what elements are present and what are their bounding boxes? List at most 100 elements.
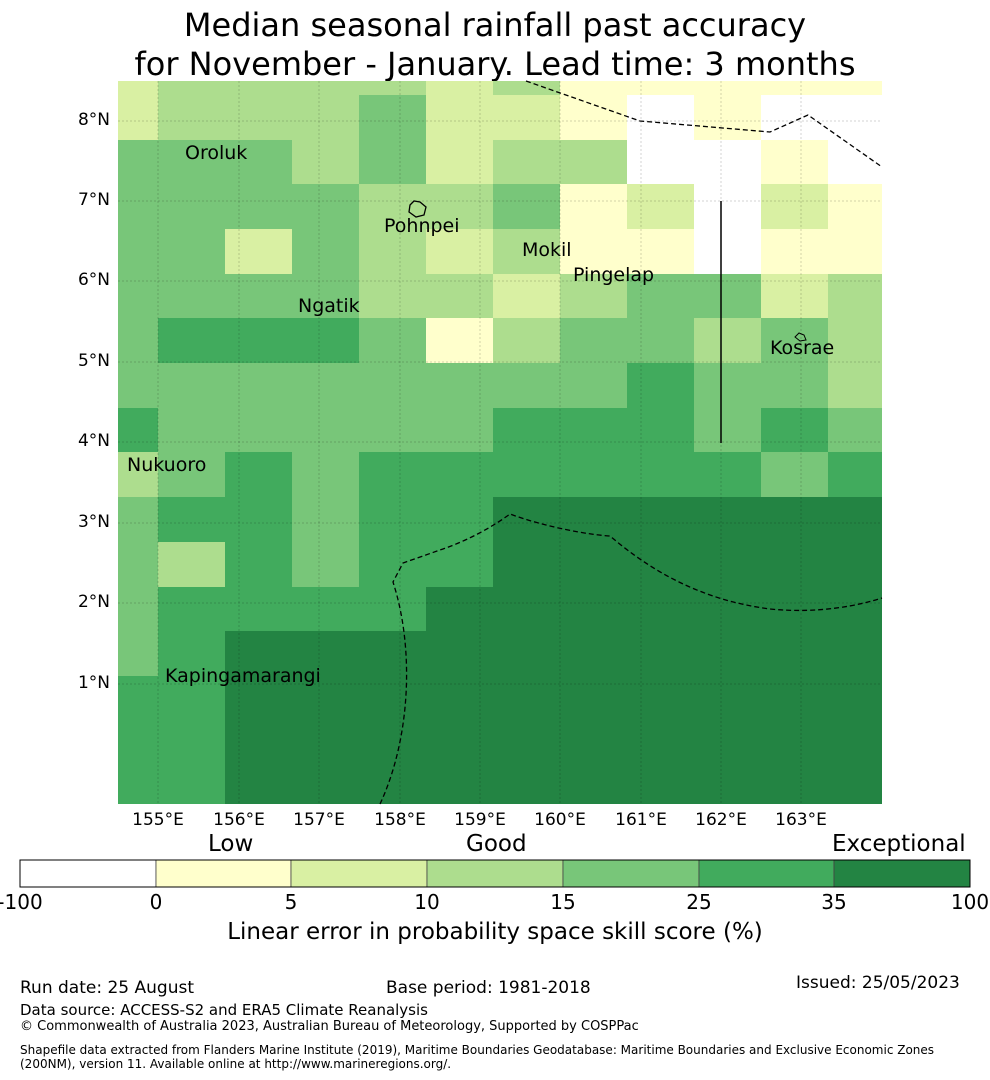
skill-cell bbox=[225, 140, 292, 184]
skill-cell bbox=[118, 542, 158, 587]
skill-cell bbox=[694, 363, 761, 408]
skill-cell bbox=[828, 274, 882, 318]
skill-cell bbox=[493, 229, 560, 274]
cbar-tick-0: 0 bbox=[149, 890, 163, 914]
lon-label-163e: 163°E bbox=[775, 810, 827, 830]
skill-cell bbox=[426, 140, 493, 184]
cbar-tick-10: 10 bbox=[414, 890, 440, 914]
category-good: Good bbox=[466, 831, 527, 857]
colorbar-frame bbox=[19, 859, 971, 888]
skill-cell bbox=[158, 81, 225, 95]
colorbar-segment bbox=[698, 859, 835, 888]
skill-cell bbox=[292, 587, 359, 631]
skill-cell bbox=[426, 274, 493, 318]
skill-cell bbox=[761, 274, 828, 318]
skill-cell bbox=[118, 95, 158, 140]
skill-cell bbox=[828, 408, 882, 452]
skill-cell bbox=[225, 274, 292, 318]
skill-cell bbox=[426, 452, 493, 497]
lon-label-158e: 158°E bbox=[374, 810, 426, 830]
skill-cell bbox=[694, 184, 761, 229]
skill-cell bbox=[828, 587, 882, 631]
copyright: © Commonwealth of Australia 2023, Austra… bbox=[20, 1019, 639, 1034]
skill-cell bbox=[493, 318, 560, 363]
skill-cell bbox=[158, 229, 225, 274]
skill-cell bbox=[225, 676, 292, 804]
skill-cell bbox=[225, 95, 292, 140]
skill-cell bbox=[560, 140, 627, 184]
skill-cell bbox=[694, 229, 761, 274]
skill-cell bbox=[118, 229, 158, 274]
skill-cell bbox=[426, 318, 493, 363]
cbar-tick-5: 5 bbox=[284, 890, 298, 914]
place-pohnpei: Pohnpei bbox=[384, 215, 460, 237]
skill-cell bbox=[426, 95, 493, 140]
place-kosrae: Kosrae bbox=[770, 337, 835, 359]
skill-cell bbox=[560, 81, 627, 95]
skill-cell bbox=[426, 676, 493, 804]
skill-cell bbox=[426, 631, 493, 676]
skill-cell bbox=[761, 497, 828, 542]
skill-cell bbox=[359, 676, 426, 804]
place-mokil: Mokil bbox=[522, 239, 572, 261]
skill-cell bbox=[225, 408, 292, 452]
skill-cell bbox=[560, 631, 627, 676]
skill-cell bbox=[694, 274, 761, 318]
skill-cell bbox=[118, 274, 158, 318]
colorbar-segment bbox=[290, 859, 428, 888]
skill-cell bbox=[694, 95, 761, 140]
skill-cell bbox=[761, 408, 828, 452]
cbar-tick-25: 25 bbox=[686, 890, 712, 914]
skill-cell bbox=[359, 95, 426, 140]
lat-label-3n: 3°N bbox=[77, 512, 110, 532]
skill-cell bbox=[761, 542, 828, 587]
skill-cell bbox=[225, 184, 292, 229]
skill-cell bbox=[761, 140, 828, 184]
skill-cell bbox=[118, 318, 158, 363]
skill-cell bbox=[560, 676, 627, 804]
skill-cell bbox=[359, 81, 426, 95]
skill-cell bbox=[761, 318, 828, 363]
skill-grid bbox=[118, 81, 882, 804]
skill-cell bbox=[694, 587, 761, 631]
skill-cell bbox=[118, 408, 158, 452]
skill-cell bbox=[225, 497, 292, 542]
colorbar-segment bbox=[19, 859, 157, 888]
lon-label-162e: 162°E bbox=[695, 810, 747, 830]
skill-cell bbox=[158, 318, 225, 363]
skill-cell bbox=[694, 542, 761, 587]
skill-cell bbox=[493, 81, 560, 95]
skill-cell bbox=[292, 452, 359, 497]
lat-label-8n: 8°N bbox=[77, 110, 110, 130]
skill-cell bbox=[158, 497, 225, 542]
colorbar-label: Linear error in probability space skill … bbox=[227, 919, 763, 945]
skill-cell bbox=[118, 363, 158, 408]
lat-label-6n: 6°N bbox=[77, 270, 110, 290]
skill-cell bbox=[560, 587, 627, 631]
skill-cell bbox=[627, 408, 694, 452]
skill-cell bbox=[118, 631, 158, 676]
skill-cell bbox=[426, 363, 493, 408]
skill-cell bbox=[828, 229, 882, 274]
lon-label-159e: 159°E bbox=[454, 810, 506, 830]
skill-cell bbox=[225, 631, 292, 676]
skill-cell bbox=[158, 452, 225, 497]
skill-cell bbox=[292, 95, 359, 140]
skill-cell bbox=[225, 363, 292, 408]
skill-cell bbox=[627, 363, 694, 408]
skill-cell bbox=[493, 408, 560, 452]
skill-cell bbox=[292, 542, 359, 587]
skill-cell bbox=[158, 542, 225, 587]
lat-label-1n: 1°N bbox=[77, 673, 110, 693]
skill-cell bbox=[761, 631, 828, 676]
skill-cell bbox=[627, 452, 694, 497]
skill-cell bbox=[158, 140, 225, 184]
skill-cell bbox=[359, 274, 426, 318]
skill-cell bbox=[828, 676, 882, 804]
skill-cell bbox=[292, 408, 359, 452]
skill-cell bbox=[158, 676, 225, 804]
skill-cell bbox=[225, 318, 292, 363]
skill-cell bbox=[627, 497, 694, 542]
skill-cell bbox=[627, 631, 694, 676]
